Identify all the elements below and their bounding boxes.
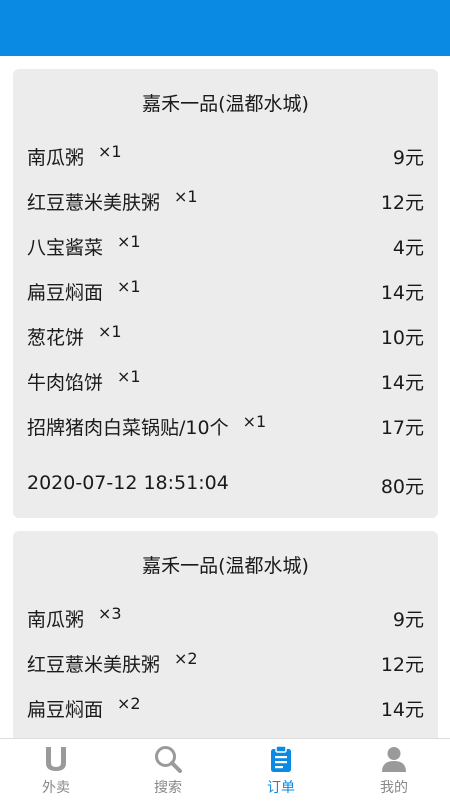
clipboard-icon bbox=[271, 745, 291, 772]
item-name: 南瓜粥 bbox=[27, 147, 85, 169]
item-price: 9元 bbox=[392, 147, 424, 169]
item-name-wrap: 红豆薏米美肤粥 ×2 bbox=[27, 649, 198, 677]
item-quantity: ×1 bbox=[174, 187, 198, 206]
order-card[interactable]: 嘉禾一品(温都水城) 南瓜粥 ×1 9元 红豆薏米美肤粥 ×1 12元 八宝酱菜 ×1… bbox=[13, 69, 438, 518]
order-item-row: 红豆薏米美肤粥 ×1 12元 bbox=[13, 186, 438, 216]
nav-label: 搜索 bbox=[154, 780, 182, 796]
item-quantity: ×1 bbox=[98, 322, 122, 341]
nav-label: 订单 bbox=[267, 780, 295, 796]
item-quantity: ×2 bbox=[174, 649, 198, 668]
item-price: 12元 bbox=[380, 654, 424, 676]
nav-item-orders[interactable]: 订单 bbox=[225, 739, 337, 802]
item-name-wrap: 扁豆焖面 ×1 bbox=[27, 277, 141, 305]
order-item-row: 扁豆焖面 ×2 14元 bbox=[13, 693, 438, 723]
item-name: 扁豆焖面 bbox=[27, 282, 104, 304]
order-item-row: 南瓜粥 ×3 9元 bbox=[13, 603, 438, 633]
nav-item-search[interactable]: 搜索 bbox=[112, 739, 224, 802]
item-quantity: ×1 bbox=[98, 142, 122, 161]
item-name: 葱花饼 bbox=[27, 327, 85, 349]
order-list[interactable]: 嘉禾一品(温都水城) 南瓜粥 ×1 9元 红豆薏米美肤粥 ×1 12元 八宝酱菜 ×1… bbox=[0, 56, 450, 738]
item-quantity: ×2 bbox=[117, 694, 141, 713]
item-price: 9元 bbox=[392, 609, 424, 631]
item-name: 扁豆焖面 bbox=[27, 699, 104, 721]
item-name-wrap: 扁豆焖面 ×2 bbox=[27, 694, 141, 722]
nav-label: 外卖 bbox=[42, 780, 70, 796]
nav-item-profile[interactable]: 我的 bbox=[338, 739, 450, 802]
item-quantity: ×1 bbox=[242, 412, 267, 431]
nav-label: 我的 bbox=[380, 780, 408, 796]
order-item-row: 八宝酱菜 ×1 4元 bbox=[13, 231, 438, 261]
store-name: 嘉禾一品(温都水城) bbox=[142, 555, 309, 577]
item-name-wrap: 南瓜粥 ×3 bbox=[27, 604, 122, 632]
item-name: 南瓜粥 bbox=[27, 609, 85, 631]
order-item-row: 南瓜粥 ×1 9元 bbox=[13, 141, 438, 171]
item-name-wrap: 葱花饼 ×1 bbox=[27, 322, 122, 350]
item-price: 14元 bbox=[380, 372, 424, 394]
item-name-wrap: 招牌猪肉白菜锅贴/10个 ×1 bbox=[27, 412, 267, 440]
item-name: 八宝酱菜 bbox=[27, 237, 104, 259]
nav-item-takeout[interactable]: 外卖 bbox=[0, 739, 112, 802]
order-datetime: 2020-07-12 18:51:04 bbox=[27, 472, 229, 494]
order-item-row: 葱花饼 ×1 10元 bbox=[13, 321, 438, 351]
item-name-wrap: 南瓜粥 ×1 bbox=[27, 142, 122, 170]
item-price: 14元 bbox=[380, 282, 424, 304]
item-name: 红豆薏米美肤粥 bbox=[27, 192, 161, 214]
item-name: 招牌猪肉白菜锅贴/10个 bbox=[27, 417, 229, 439]
store-name: 嘉禾一品(温都水城) bbox=[142, 93, 309, 115]
order-item-row: 扁豆焖面 ×1 14元 bbox=[13, 276, 438, 306]
item-name: 红豆薏米美肤粥 bbox=[27, 654, 161, 676]
order-card[interactable]: 嘉禾一品(温都水城) 南瓜粥 ×3 9元 红豆薏米美肤粥 ×2 12元 扁豆焖面 ×2… bbox=[13, 531, 438, 738]
item-price: 17元 bbox=[380, 417, 424, 439]
item-quantity: ×3 bbox=[98, 604, 122, 623]
item-quantity: ×1 bbox=[117, 367, 141, 386]
item-price: 10元 bbox=[380, 327, 424, 349]
order-item-row: 红豆薏米美肤粥 ×2 12元 bbox=[13, 648, 438, 678]
bottom-nav: 外卖 搜索 订单 我的 bbox=[0, 738, 450, 802]
item-quantity: ×1 bbox=[117, 232, 141, 251]
order-item-row: 招牌猪肉白菜锅贴/10个 ×1 17元 bbox=[13, 411, 438, 441]
item-name-wrap: 红豆薏米美肤粥 ×1 bbox=[27, 187, 198, 215]
item-price: 14元 bbox=[380, 699, 424, 721]
item-quantity: ×1 bbox=[117, 277, 141, 296]
item-name-wrap: 牛肉馅饼 ×1 bbox=[27, 367, 141, 395]
order-total: 80元 bbox=[380, 476, 424, 498]
item-name-wrap: 八宝酱菜 ×1 bbox=[27, 232, 141, 260]
app-header-bar bbox=[0, 0, 450, 56]
order-item-row: 牛肉馅饼 ×1 14元 bbox=[13, 366, 438, 396]
item-price: 12元 bbox=[380, 192, 424, 214]
order-summary-row: 2020-07-12 18:51:04 80元 bbox=[13, 470, 438, 500]
search-icon bbox=[155, 746, 182, 773]
item-price: 4元 bbox=[392, 237, 424, 259]
item-name: 牛肉馅饼 bbox=[27, 372, 104, 394]
user-icon bbox=[382, 747, 406, 772]
takeout-icon bbox=[46, 747, 66, 771]
